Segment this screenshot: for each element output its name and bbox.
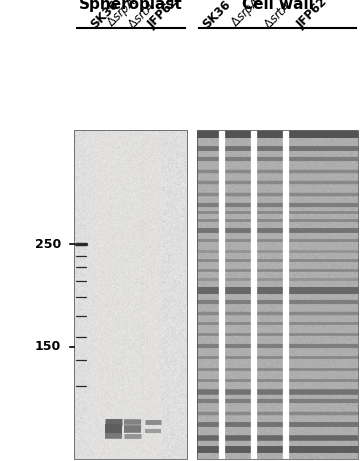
Bar — [197, 130, 358, 459]
Text: $\Delta$$\mathit{srtA}$: $\Delta$$\mathit{srtA}$ — [125, 0, 157, 31]
Text: Cell wall: Cell wall — [242, 0, 314, 12]
Text: Spheroplast: Spheroplast — [78, 0, 183, 12]
Bar — [104, 130, 122, 459]
Text: 250: 250 — [35, 238, 61, 251]
Text: $\Delta$$\mathit{srtA}$: $\Delta$$\mathit{srtA}$ — [262, 0, 294, 31]
Bar — [123, 130, 141, 459]
Text: SK36: SK36 — [200, 0, 233, 31]
Text: SK36: SK36 — [88, 0, 121, 31]
Text: $\Delta$$\mathit{srpA}$: $\Delta$$\mathit{srpA}$ — [228, 0, 264, 31]
Bar — [86, 130, 104, 459]
Bar — [144, 130, 162, 459]
Text: $\Delta$$\mathit{srpA}$: $\Delta$$\mathit{srpA}$ — [104, 0, 140, 31]
Text: 150: 150 — [35, 340, 61, 353]
Text: JFP62: JFP62 — [145, 0, 181, 31]
Text: JFP62: JFP62 — [294, 0, 330, 31]
Bar — [74, 130, 187, 459]
